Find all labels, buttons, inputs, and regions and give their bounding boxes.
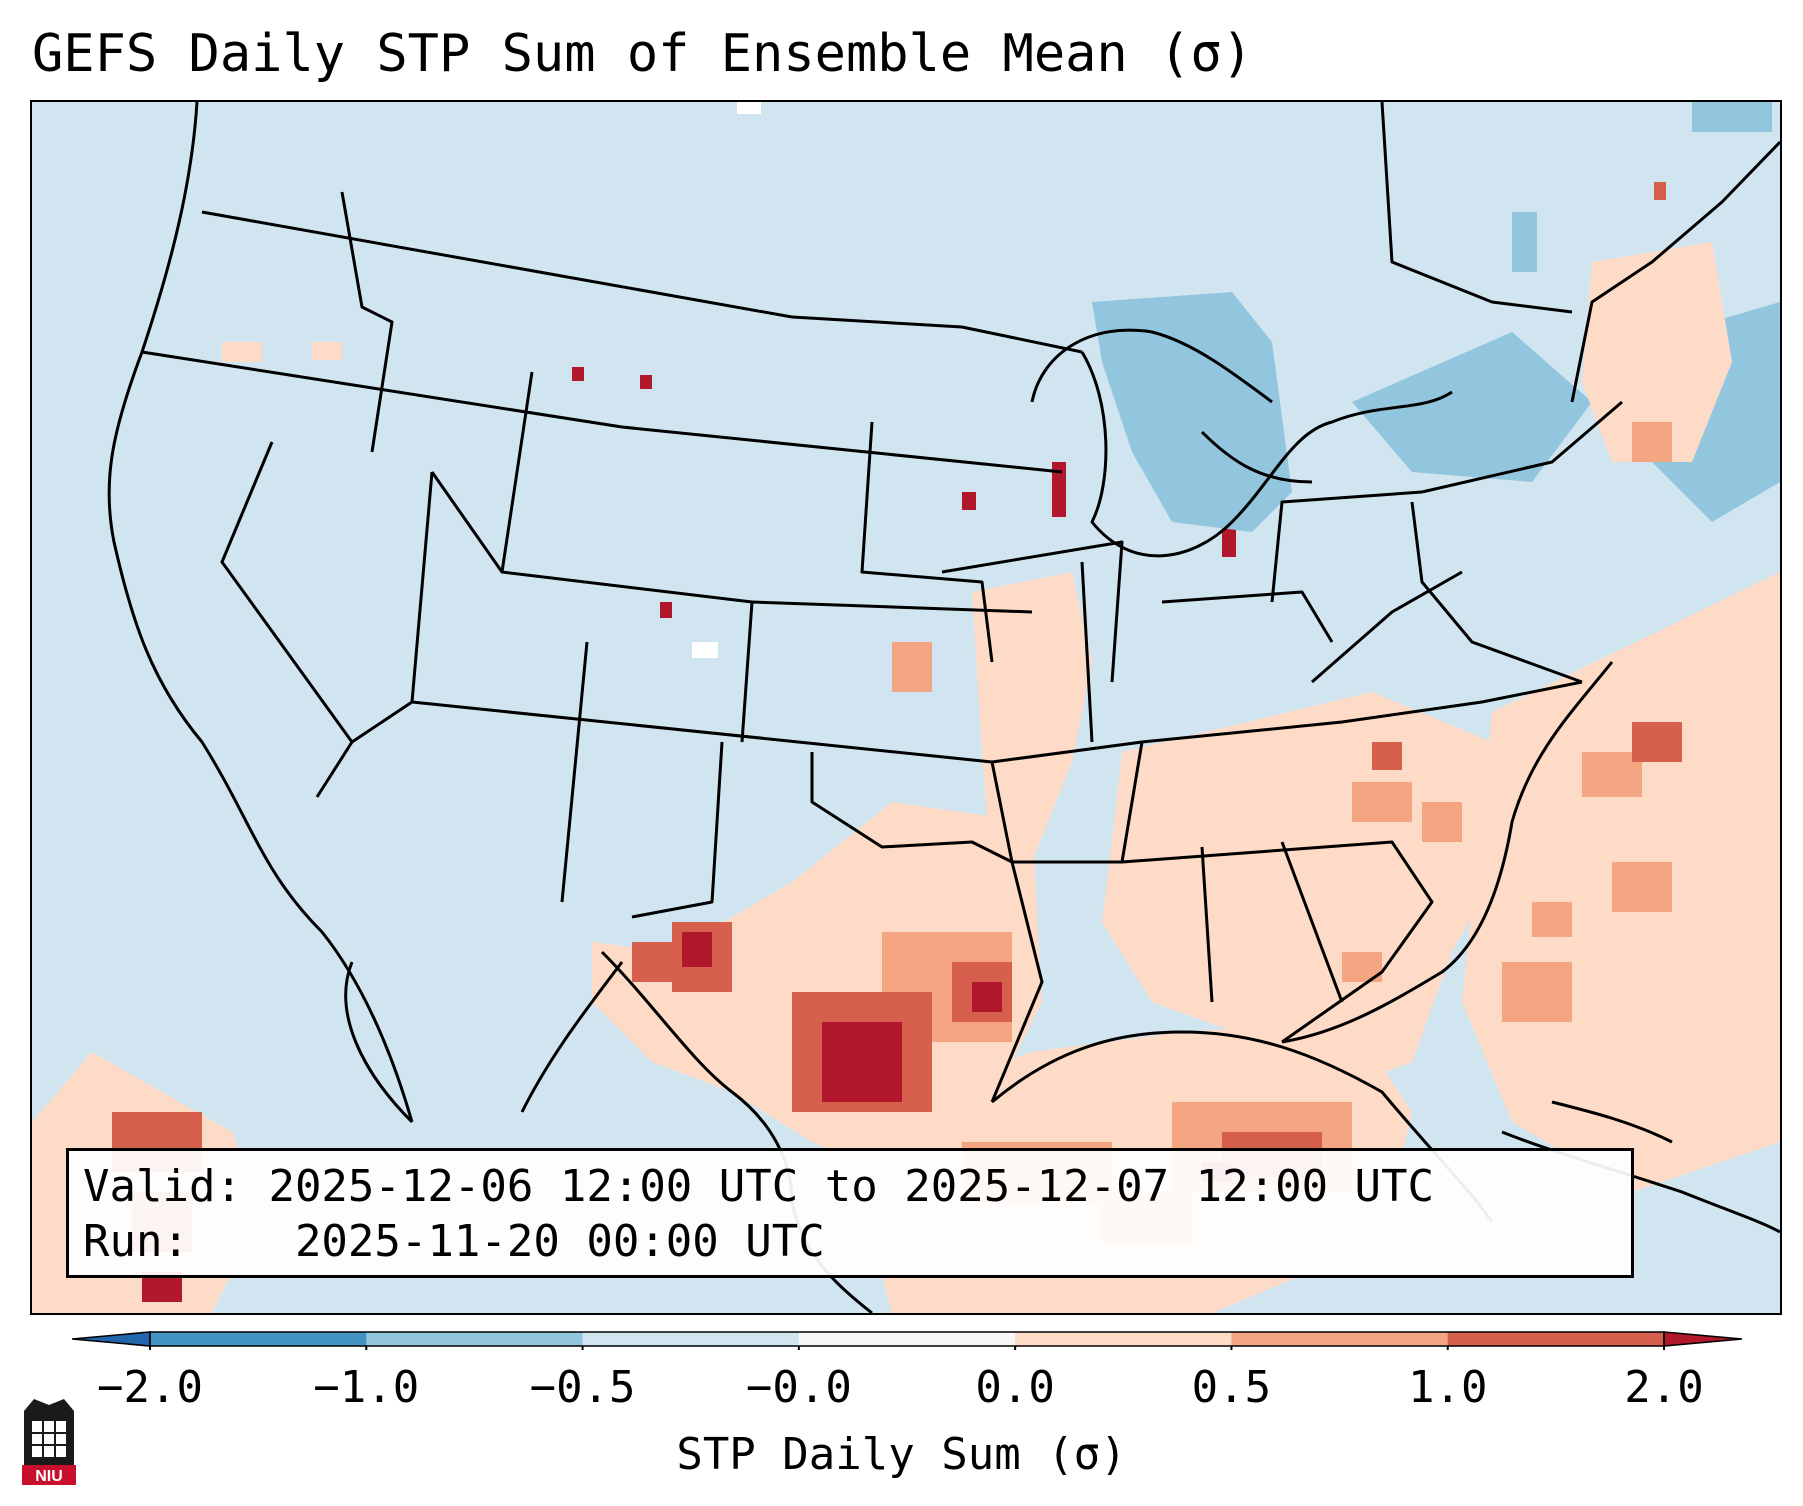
colorbar-segment	[582, 1332, 800, 1346]
colorbar-label: STP Daily Sum (σ)	[676, 1429, 1127, 1480]
colorbar-tick-label: −0.5	[529, 1362, 636, 1413]
run-value: 2025-11-20 00:00 UTC	[294, 1216, 825, 1267]
colorbar-segment	[366, 1332, 584, 1346]
colorbar-ticks	[149, 1346, 1665, 1350]
colorbar-tick-label: −1.0	[313, 1362, 420, 1413]
colorbar	[72, 1331, 1742, 1350]
anomaly-spots-rockies	[222, 102, 761, 658]
anomaly-field-atlantic	[1462, 572, 1780, 1192]
colorbar-segment	[150, 1332, 367, 1346]
valid-value: 2025-12-06 12:00 UTC to 2025-12-07 12:00…	[268, 1161, 1435, 1212]
chart-title: GEFS Daily STP Sum of Ensemble Mean (σ)	[32, 24, 1253, 84]
map-panel	[30, 100, 1782, 1315]
anomaly-field-great-lakes	[1092, 102, 1780, 532]
niu-logo-icon: NIU	[22, 1399, 76, 1485]
colorbar-tick-label: 0.5	[1191, 1362, 1272, 1413]
colorbar-segment	[1231, 1332, 1449, 1346]
colorbar-segment	[1015, 1332, 1232, 1346]
colorbar-tick-label: −2.0	[97, 1362, 203, 1413]
map-svg	[32, 102, 1780, 1313]
colorbar-segment	[1447, 1332, 1665, 1346]
colorbar-extend-high	[1663, 1331, 1742, 1347]
colorbar-outline	[149, 1331, 1665, 1347]
colorbar-tick-label: 1.0	[1407, 1362, 1488, 1413]
colorbar-tick-label: −0.0	[745, 1362, 852, 1413]
colorbar-extend-low	[72, 1331, 151, 1347]
validity-info-box: Valid: 2025-12-06 12:00 UTC to 2025-12-0…	[66, 1148, 1634, 1278]
valid-label: Valid:	[83, 1161, 242, 1212]
political-boundaries	[107, 102, 1780, 1313]
anomaly-field-texas	[592, 802, 1042, 1182]
colorbar-tick-label: 0.0	[975, 1362, 1055, 1413]
logo-text: NIU	[35, 1468, 63, 1485]
run-label: Run:	[83, 1216, 189, 1267]
colorbar-segment	[798, 1332, 1016, 1346]
colorbar-segments	[72, 1331, 1742, 1347]
colorbar-tick-label: 2.0	[1624, 1362, 1704, 1413]
anomaly-field-new-england	[1582, 182, 1732, 462]
